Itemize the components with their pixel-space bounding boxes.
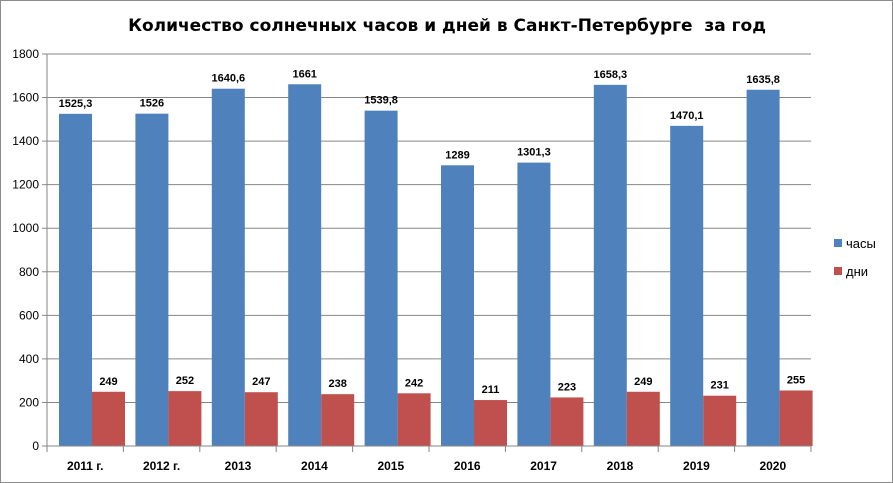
data-label-days: 238 [329, 378, 347, 390]
data-label-days: 255 [787, 374, 805, 386]
data-label-hours: 1289 [445, 149, 469, 161]
data-label-hours: 1661 [292, 68, 316, 80]
bar-days [321, 394, 355, 446]
data-label-days: 231 [711, 380, 729, 392]
legend: часы дни [834, 236, 876, 279]
legend-label: дни [846, 264, 868, 279]
chart-title: Количество солнечных часов и дней в Санк… [128, 16, 766, 36]
x-tick-label: 2018 [607, 459, 634, 473]
data-label-hours: 1635,8 [746, 74, 780, 86]
gridlines [47, 53, 811, 403]
bar-days [779, 390, 813, 446]
bar-days [474, 400, 507, 446]
bar-hours [593, 84, 627, 447]
y-tick-label: 1600 [12, 91, 39, 105]
data-label-hours: 1640,6 [211, 73, 245, 85]
data-label-hours: 1539,8 [364, 95, 398, 107]
bar-hours [746, 89, 780, 447]
y-tick-label: 1400 [12, 134, 39, 148]
x-tick-label: 2014 [301, 459, 328, 473]
data-label-days: 223 [558, 381, 576, 393]
data-label-days: 211 [482, 384, 500, 396]
x-tick-label: 2016 [454, 459, 481, 473]
data-label-days: 242 [405, 377, 423, 389]
bar-days [626, 391, 660, 446]
bar-days [168, 391, 202, 446]
y-tick-label: 400 [19, 352, 39, 366]
legend-swatch [834, 267, 842, 275]
data-label-days: 247 [252, 376, 270, 388]
bar-days [92, 391, 125, 446]
legend-label: часы [846, 236, 876, 251]
bar-hours [59, 113, 92, 447]
bar-hours [135, 113, 169, 446]
bars [59, 84, 813, 447]
data-label-hours: 1525,3 [59, 98, 93, 110]
bar-hours [670, 125, 704, 447]
y-tick-label: 1000 [12, 221, 39, 235]
bar-hours [288, 84, 322, 446]
axes: 0 200 400 600 800 1000 1200 1400 1600 1800 2011 г.… [12, 47, 812, 473]
bar-days [703, 395, 737, 446]
y-tick-label: 200 [19, 395, 39, 409]
legend-swatch [834, 239, 842, 247]
data-label-hours: 1470,1 [670, 110, 704, 122]
x-tick-label: 2012 г. [143, 459, 180, 473]
bar-hours [211, 88, 245, 446]
bar-days [244, 392, 278, 446]
bar-days [550, 397, 584, 446]
bar-hours [441, 165, 474, 447]
data-label-days: 249 [634, 376, 652, 388]
x-tick-label: 2017 [530, 459, 557, 473]
y-tick-label: 1200 [12, 178, 39, 192]
y-tick-label: 600 [19, 308, 39, 322]
bar-hours [364, 110, 398, 447]
data-label-days: 252 [176, 375, 194, 387]
data-label-hours: 1658,3 [593, 69, 627, 81]
y-tick-label: 1800 [12, 47, 39, 61]
data-label-hours: 1526 [140, 98, 164, 110]
y-tick-label: 0 [32, 439, 39, 453]
y-tick-label: 800 [19, 265, 39, 279]
x-tick-label: 2011 г. [67, 459, 104, 473]
x-tick-label: 2019 [683, 459, 710, 473]
bar-days [397, 393, 431, 446]
data-label-days: 249 [99, 376, 117, 388]
x-tick-label: 2020 [759, 459, 786, 473]
data-label-hours: 1301,3 [517, 147, 551, 159]
data-labels: 1525,3 1526 1640,6 1661 1539,8 1289 1301,3 1658… [59, 68, 806, 396]
x-tick-label: 2013 [225, 459, 252, 473]
bar-hours [517, 162, 551, 446]
x-tick-label: 2015 [377, 459, 404, 473]
